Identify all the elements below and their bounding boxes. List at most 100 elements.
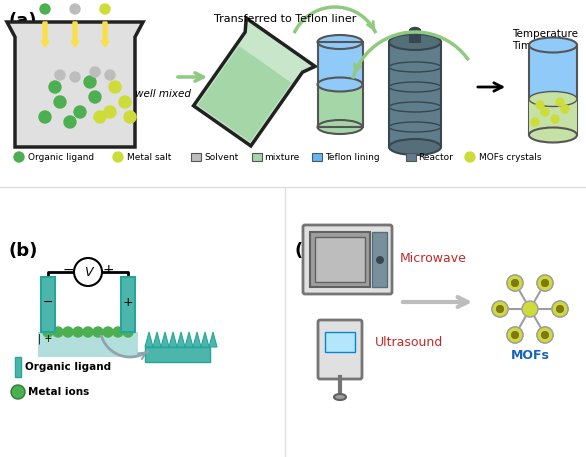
Circle shape (123, 327, 133, 337)
Circle shape (105, 70, 115, 80)
Circle shape (492, 301, 508, 317)
Bar (38, 332, 138, 357)
Bar (312, 153, 322, 161)
Polygon shape (18, 77, 132, 144)
Polygon shape (153, 332, 161, 347)
Circle shape (64, 116, 76, 128)
FancyArrow shape (101, 22, 109, 47)
Circle shape (70, 4, 80, 14)
Text: Teflon lining: Teflon lining (325, 153, 380, 161)
Text: (c): (c) (295, 242, 322, 260)
Text: −: − (43, 296, 53, 308)
Polygon shape (177, 332, 185, 347)
Circle shape (84, 76, 96, 88)
Circle shape (541, 279, 549, 287)
Ellipse shape (529, 37, 577, 53)
Circle shape (70, 72, 80, 82)
Circle shape (376, 256, 384, 264)
Bar (310, 232, 370, 287)
FancyArrow shape (71, 22, 79, 47)
Text: Metal ions: Metal ions (28, 387, 89, 397)
Circle shape (11, 385, 25, 399)
Circle shape (541, 331, 549, 339)
Bar (41, 277, 55, 332)
Bar (325, 332, 355, 352)
Circle shape (89, 91, 101, 103)
Circle shape (556, 305, 564, 313)
Text: +: + (122, 296, 133, 308)
Circle shape (113, 152, 123, 162)
Circle shape (561, 105, 569, 113)
Text: (b): (b) (8, 242, 38, 260)
Text: | +: | + (38, 334, 52, 344)
Text: Ultrasound: Ultrasound (375, 335, 443, 349)
Circle shape (537, 327, 553, 343)
Bar (406, 153, 415, 161)
Text: Organic ligand: Organic ligand (28, 153, 94, 161)
Circle shape (496, 305, 504, 313)
Circle shape (103, 327, 113, 337)
Circle shape (74, 258, 102, 286)
FancyArrow shape (41, 22, 49, 47)
Circle shape (507, 327, 523, 343)
Circle shape (541, 331, 549, 339)
Polygon shape (145, 332, 153, 347)
Circle shape (40, 4, 50, 14)
Bar (318, 42, 363, 85)
Circle shape (537, 327, 553, 343)
Ellipse shape (318, 35, 363, 49)
Text: well mixed: well mixed (135, 89, 191, 99)
Circle shape (55, 70, 65, 80)
Text: Metal salt: Metal salt (127, 153, 171, 161)
Circle shape (43, 327, 53, 337)
Bar (410, 30, 420, 42)
Text: Solvent: Solvent (204, 153, 239, 161)
Text: Reactor: Reactor (418, 153, 454, 161)
Bar (318, 42, 363, 127)
Text: Transferred to Teflon liner: Transferred to Teflon liner (214, 14, 356, 24)
Ellipse shape (318, 78, 363, 91)
Circle shape (109, 81, 121, 93)
Circle shape (556, 98, 564, 106)
Ellipse shape (389, 139, 441, 155)
Circle shape (511, 279, 519, 287)
Circle shape (507, 327, 523, 343)
Polygon shape (209, 332, 217, 347)
Circle shape (531, 118, 539, 126)
Ellipse shape (318, 120, 363, 134)
Circle shape (124, 111, 136, 123)
Circle shape (552, 301, 568, 317)
Circle shape (556, 305, 564, 313)
Circle shape (496, 305, 504, 313)
Circle shape (53, 327, 63, 337)
Polygon shape (193, 18, 315, 146)
Circle shape (536, 101, 544, 109)
Circle shape (552, 301, 568, 317)
Text: MOFs: MOFs (510, 349, 550, 362)
Circle shape (511, 331, 519, 339)
Text: V: V (84, 266, 92, 278)
Circle shape (39, 111, 51, 123)
Polygon shape (193, 332, 201, 347)
Ellipse shape (389, 34, 441, 50)
Circle shape (90, 67, 100, 77)
Circle shape (14, 152, 24, 162)
Polygon shape (185, 332, 193, 347)
Circle shape (63, 327, 73, 337)
Circle shape (74, 106, 86, 118)
Text: MOFs crystals: MOFs crystals (479, 153, 541, 161)
Polygon shape (197, 46, 291, 142)
FancyBboxPatch shape (303, 225, 392, 294)
Bar (372, 232, 387, 287)
Text: (a): (a) (8, 12, 36, 30)
Bar (529, 99, 577, 135)
Ellipse shape (410, 27, 420, 32)
Circle shape (83, 327, 93, 337)
Circle shape (511, 279, 519, 287)
Ellipse shape (529, 128, 577, 143)
Bar (529, 45, 577, 135)
Polygon shape (169, 332, 177, 347)
Polygon shape (7, 22, 143, 147)
Circle shape (113, 327, 123, 337)
Circle shape (465, 152, 475, 162)
